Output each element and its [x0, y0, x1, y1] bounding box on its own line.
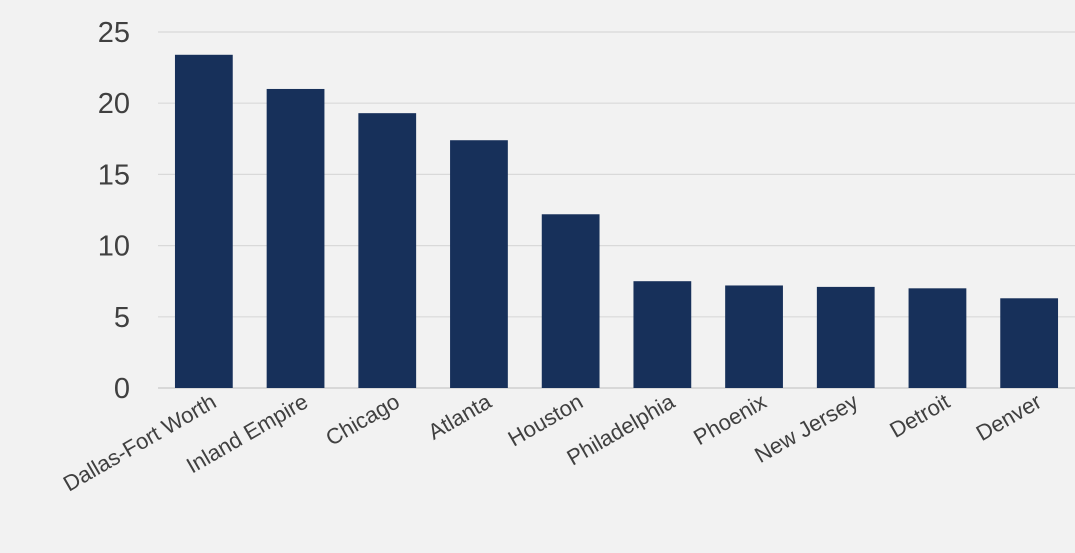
- y-tick-label: 0: [114, 373, 130, 405]
- bar: [358, 113, 417, 388]
- bar: [633, 281, 692, 388]
- x-tick-label: Dallas-Fort Worth: [59, 389, 220, 497]
- y-tick-label: 10: [98, 231, 130, 263]
- bar: [816, 286, 875, 388]
- bar: [266, 88, 325, 389]
- y-tick-label: 20: [98, 88, 130, 120]
- x-tick-label: Chicago: [321, 389, 403, 451]
- y-axis-ticks: 0 5 10 15 20 25: [98, 17, 130, 405]
- bars: [174, 54, 1059, 389]
- y-tick-label: 25: [98, 17, 130, 49]
- bar: [450, 140, 508, 388]
- bar: [725, 285, 783, 388]
- y-tick-label: 15: [98, 159, 130, 191]
- y-tick-label: 5: [114, 302, 130, 334]
- bar: [541, 214, 600, 388]
- x-tick-label: New Jersey: [750, 389, 862, 468]
- bar: [174, 54, 233, 389]
- x-tick-label: Detroit: [885, 389, 954, 443]
- x-tick-label: Atlanta: [424, 388, 496, 444]
- x-tick-label: Denver: [972, 389, 1046, 446]
- bar: [908, 288, 967, 388]
- bar: [1000, 298, 1059, 388]
